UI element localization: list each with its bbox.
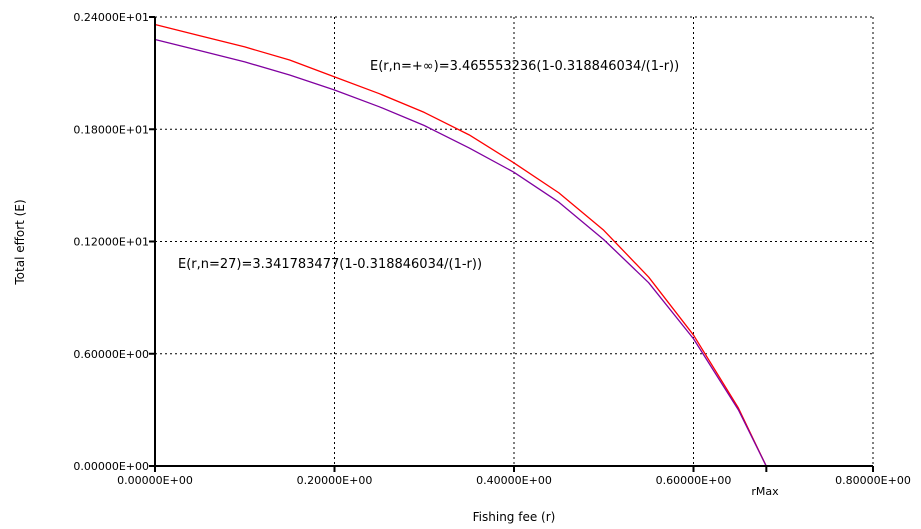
x-tick-label: 0.60000E+00 <box>656 474 732 487</box>
curve-n-27 <box>154 38 767 467</box>
y-tick-label: 0.18000E+01 <box>73 123 149 136</box>
x-tick-label: 0.00000E+00 <box>117 474 193 487</box>
y-axis-title: Total effort (E) <box>13 199 27 285</box>
x-axis-title: Fishing fee (r) <box>473 510 556 524</box>
y-tick-labels: 0.00000E+00 0.60000E+00 0.12000E+01 0.18000… <box>73 11 149 473</box>
rmax-label: rMax <box>751 485 779 498</box>
grid-lines <box>155 16 874 466</box>
y-tick-label: 0.12000E+01 <box>73 236 149 249</box>
x-tick-label: 0.20000E+00 <box>297 474 373 487</box>
annotation-infinite-n: E(r,n=+∞)=3.465553236(1-0.318846034/(1-r… <box>370 59 679 74</box>
tick-marks <box>149 16 874 472</box>
y-tick-label: 0.60000E+00 <box>73 348 149 361</box>
x-tick-labels: 0.00000E+00 0.20000E+00 0.40000E+00 0.60000… <box>117 474 911 487</box>
y-tick-label: 0.00000E+00 <box>73 460 149 473</box>
x-tick-label: 0.40000E+00 <box>476 474 552 487</box>
annotation-n-27: E(r,n=27)=3.341783477(1-0.318846034/(1-r… <box>178 257 482 272</box>
curve-n-infinite <box>154 23 767 467</box>
plot-curves <box>154 23 767 467</box>
x-tick-label: 0.80000E+00 <box>835 474 911 487</box>
y-tick-label: 0.24000E+01 <box>73 11 149 24</box>
